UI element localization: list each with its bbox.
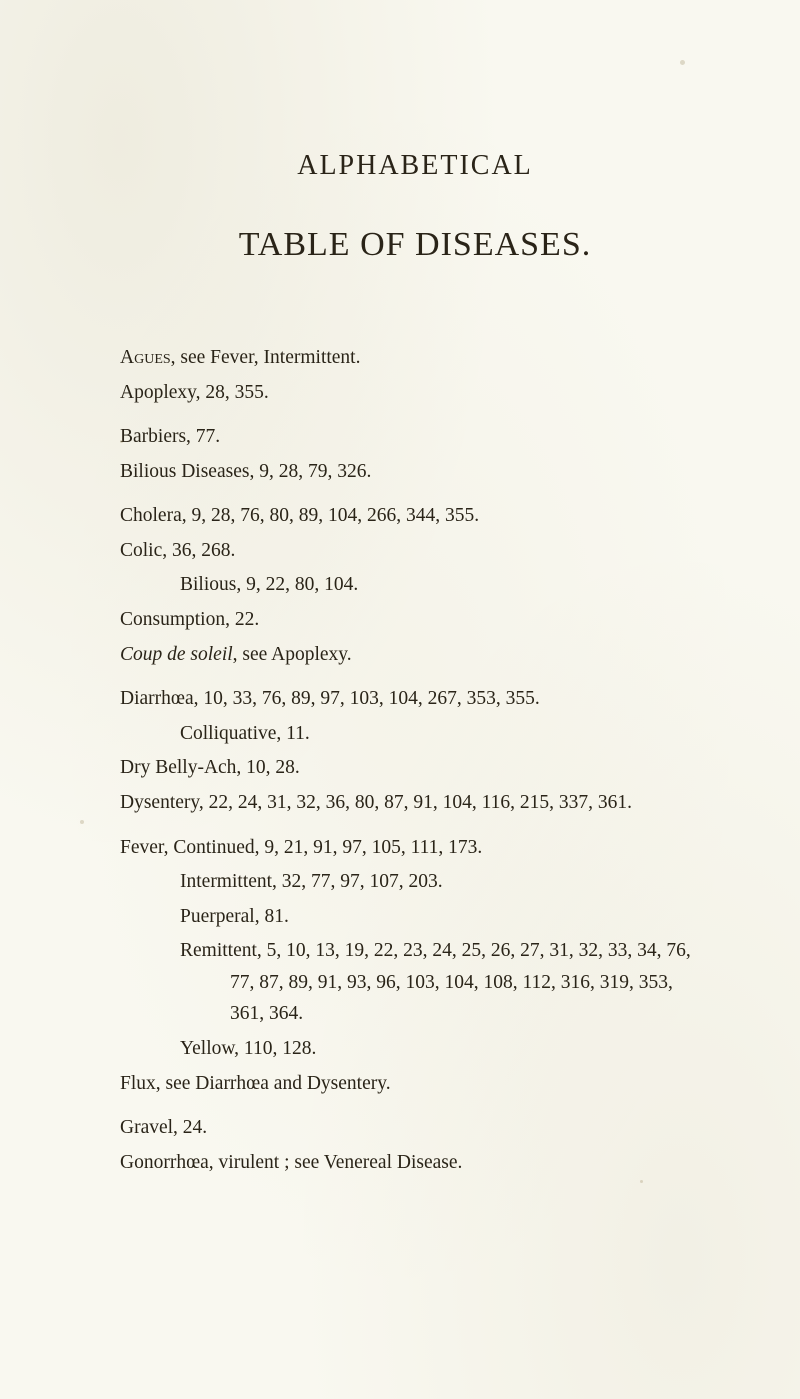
index-entry: Fever, Continued, 9, 21, 91, 97, 105, 11… <box>120 832 710 864</box>
index-entry: Dry Belly-Ach, 10, 28. <box>120 752 710 784</box>
section-heading: ALPHABETICAL <box>120 150 710 182</box>
index-entry: Gravel, 24. <box>120 1112 710 1144</box>
speck <box>120 440 123 443</box>
index-entry: Bilious Diseases, 9, 28, 79, 326. <box>120 456 710 488</box>
index-entry: Consumption, 22. <box>120 604 710 636</box>
speck <box>680 60 685 65</box>
entry-gap <box>120 411 710 421</box>
entry-gap <box>120 673 710 683</box>
entry-gap <box>120 490 710 500</box>
index-entry: Bilious, 9, 22, 80, 104. <box>120 569 710 601</box>
page-container: ALPHABETICAL TABLE OF DISEASES. Agues, s… <box>0 0 800 1231</box>
speck <box>80 820 84 824</box>
index-entry: Colliquative, 11. <box>120 718 710 750</box>
index-entries: Agues, see Fever, Intermittent.Apoplexy,… <box>120 342 710 1178</box>
index-entry: Gonorrhœa, virulent ; see Venereal Disea… <box>120 1147 710 1179</box>
index-entry: Barbiers, 77. <box>120 421 710 453</box>
index-entry: Cholera, 9, 28, 76, 80, 89, 104, 266, 34… <box>120 500 710 532</box>
entry-gap <box>120 822 710 832</box>
index-entry: Dysentery, 22, 24, 31, 32, 36, 80, 87, 9… <box>120 787 710 819</box>
index-entry: Yellow, 110, 128. <box>120 1033 710 1065</box>
index-entry: Remittent, 5, 10, 13, 19, 22, 23, 24, 25… <box>120 935 710 1030</box>
index-entry: Puerperal, 81. <box>120 901 710 933</box>
index-entry: Diarrhœa, 10, 33, 76, 89, 97, 103, 104, … <box>120 683 710 715</box>
index-entry: Colic, 36, 268. <box>120 535 710 567</box>
index-entry: Apoplexy, 28, 355. <box>120 377 710 409</box>
speck <box>640 1180 643 1183</box>
index-entry: Intermittent, 32, 77, 97, 107, 203. <box>120 866 710 898</box>
index-entry: Coup de soleil, see Apoplexy. <box>120 639 710 671</box>
index-entry: Flux, see Diarrhœa and Dysentery. <box>120 1068 710 1100</box>
entry-gap <box>120 1102 710 1112</box>
index-entry: Agues, see Fever, Intermittent. <box>120 342 710 374</box>
page-title: TABLE OF DISEASES. <box>120 226 710 264</box>
